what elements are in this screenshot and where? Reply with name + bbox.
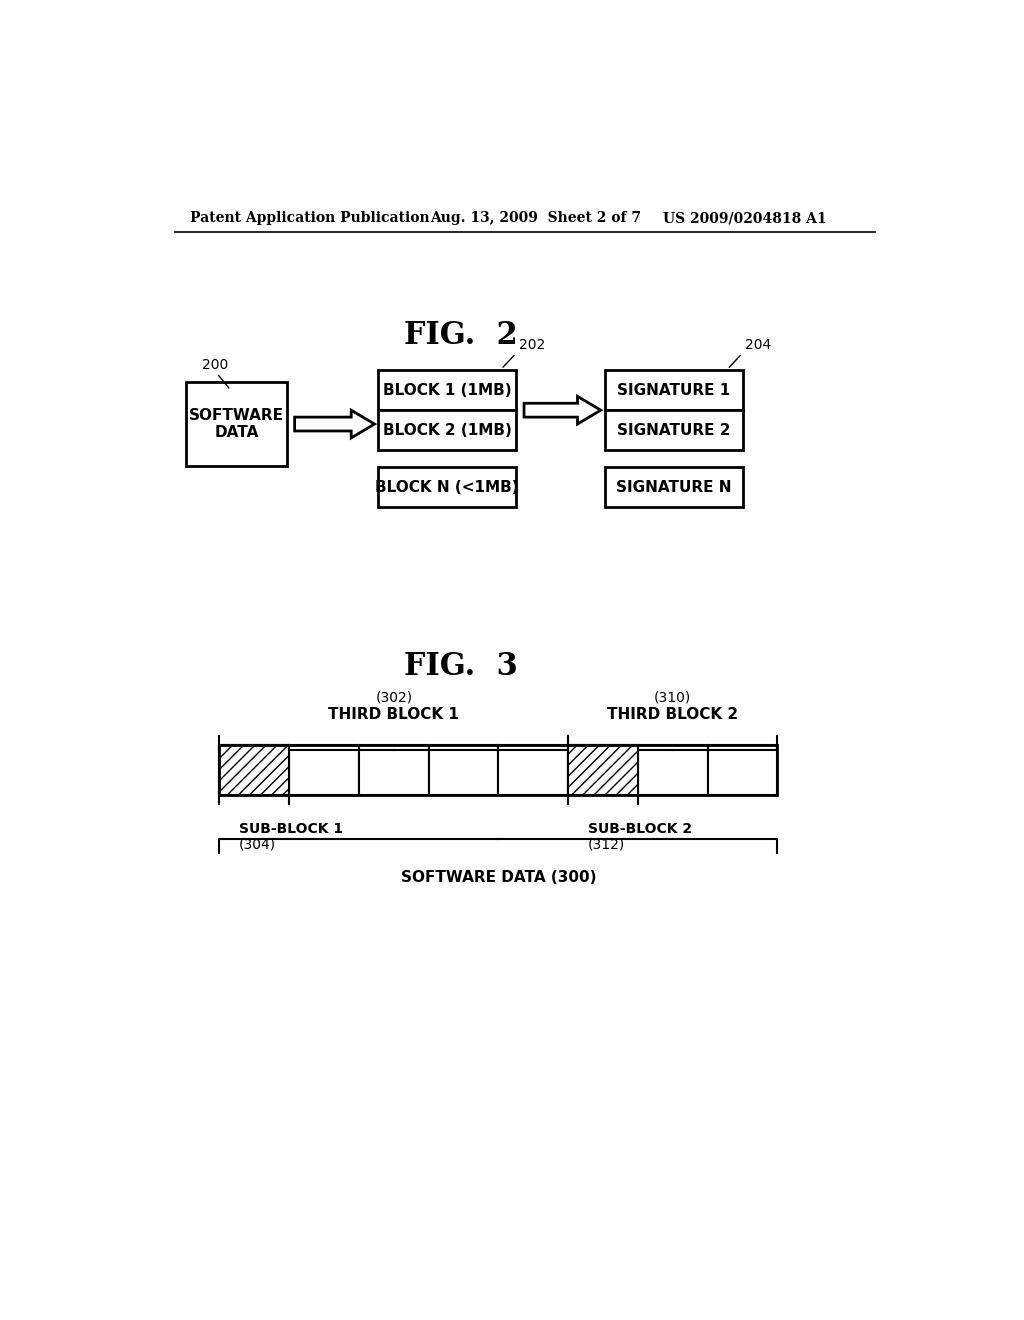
Bar [604,370,742,411]
Text: BLOCK 2 (1MB): BLOCK 2 (1MB) [383,422,512,438]
Text: Aug. 13, 2009  Sheet 2 of 7: Aug. 13, 2009 Sheet 2 of 7 [430,211,641,226]
Text: FIG.  2: FIG. 2 [404,319,518,351]
Text: THIRD BLOCK 1: THIRD BLOCK 1 [329,706,459,722]
Text: SUB-BLOCK 2: SUB-BLOCK 2 [588,822,691,836]
Text: SIGNATURE 1: SIGNATURE 1 [617,383,730,397]
Text: SOFTWARE DATA (300): SOFTWARE DATA (300) [400,870,596,886]
Text: (304): (304) [239,837,275,851]
Bar [359,744,429,795]
Text: Patent Application Publication: Patent Application Publication [190,211,430,226]
Bar [219,744,289,795]
Text: SUB-BLOCK 1: SUB-BLOCK 1 [239,822,343,836]
Bar [568,744,638,795]
Polygon shape [295,411,375,438]
Polygon shape [524,396,601,424]
Text: 204: 204 [744,338,771,351]
Bar [186,381,287,466]
Bar [604,467,742,507]
Bar [568,744,638,795]
Bar [219,744,289,795]
Text: BLOCK 1 (1MB): BLOCK 1 (1MB) [383,383,512,397]
Text: 200: 200 [202,359,228,372]
Bar [219,744,777,795]
Text: FIG.  3: FIG. 3 [404,651,518,682]
Text: (310): (310) [654,690,691,705]
Text: SIGNATURE N: SIGNATURE N [615,479,731,495]
Text: (312): (312) [588,837,625,851]
Text: 202: 202 [518,338,545,351]
Bar [499,744,568,795]
Bar [638,744,708,795]
Text: BLOCK N (<1MB): BLOCK N (<1MB) [376,479,519,495]
Text: THIRD BLOCK 2: THIRD BLOCK 2 [607,706,738,722]
Bar [289,744,359,795]
Text: SOFTWARE
DATA: SOFTWARE DATA [189,408,284,441]
Bar [378,467,516,507]
Text: (302): (302) [375,690,413,705]
Bar [429,744,499,795]
Bar [708,744,777,795]
Text: US 2009/0204818 A1: US 2009/0204818 A1 [663,211,826,226]
Bar [378,411,516,450]
Bar [378,370,516,411]
Bar [604,411,742,450]
Text: SIGNATURE 2: SIGNATURE 2 [616,422,730,438]
